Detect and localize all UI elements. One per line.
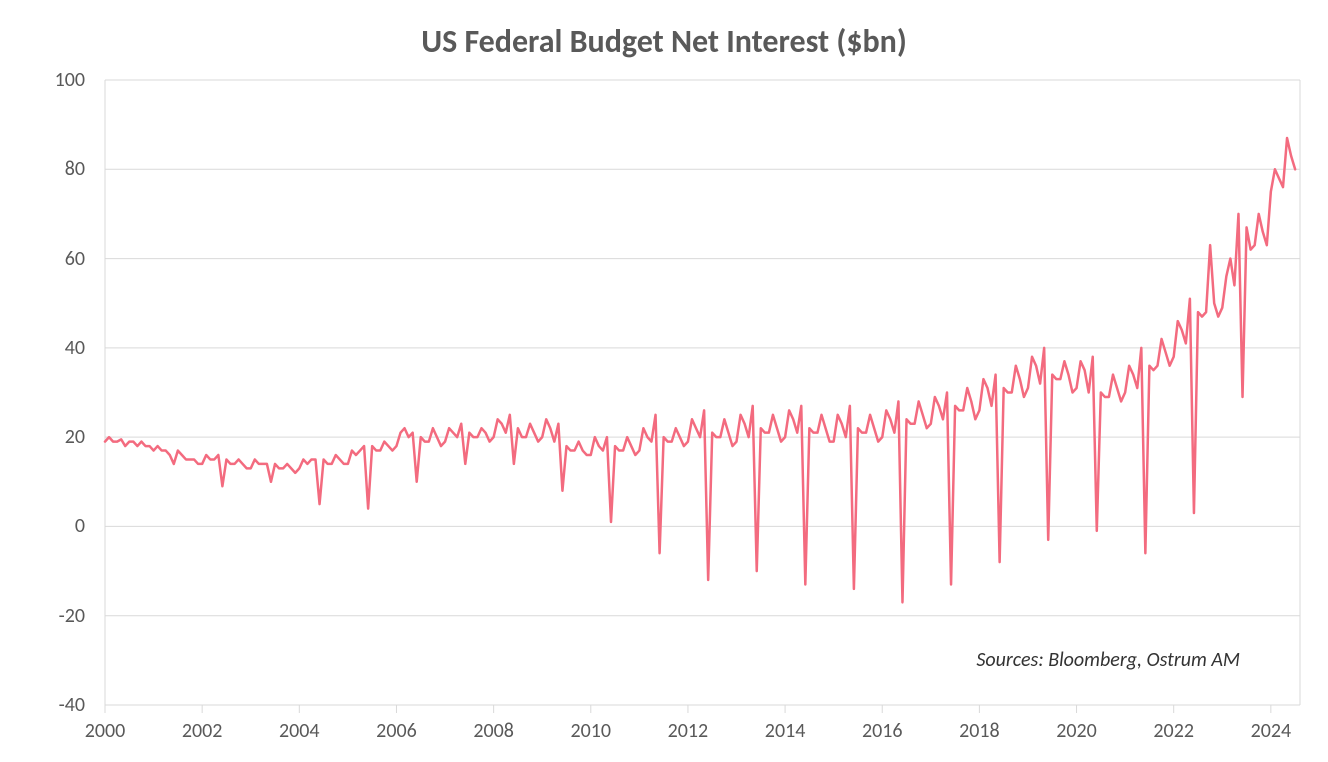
y-tick-label: 80 bbox=[0, 157, 85, 181]
chart-container: US Federal Budget Net Interest ($bn) Sou… bbox=[0, 0, 1328, 762]
y-tick-label: 100 bbox=[0, 68, 85, 92]
x-tick-label: 2012 bbox=[668, 719, 709, 743]
y-tick-label: 60 bbox=[0, 247, 85, 271]
x-tick-label: 2000 bbox=[85, 719, 126, 743]
y-tick-label: 20 bbox=[0, 425, 85, 449]
y-tick-label: -40 bbox=[0, 693, 85, 717]
x-tick-label: 2022 bbox=[1153, 719, 1194, 743]
y-tick-label: 0 bbox=[0, 514, 85, 538]
x-tick-label: 2014 bbox=[765, 719, 806, 743]
x-tick-label: 2004 bbox=[279, 719, 320, 743]
x-tick-label: 2018 bbox=[959, 719, 1000, 743]
x-tick-label: 2002 bbox=[182, 719, 223, 743]
x-tick-label: 2010 bbox=[570, 719, 611, 743]
y-tick-label: 40 bbox=[0, 336, 85, 360]
x-tick-label: 2016 bbox=[862, 719, 903, 743]
chart-source-label: Sources: Bloomberg, Ostrum AM bbox=[976, 648, 1240, 672]
x-tick-label: 2008 bbox=[473, 719, 514, 743]
y-tick-label: -20 bbox=[0, 604, 85, 628]
x-tick-label: 2020 bbox=[1056, 719, 1097, 743]
x-tick-label: 2024 bbox=[1251, 719, 1292, 743]
x-tick-label: 2006 bbox=[376, 719, 417, 743]
